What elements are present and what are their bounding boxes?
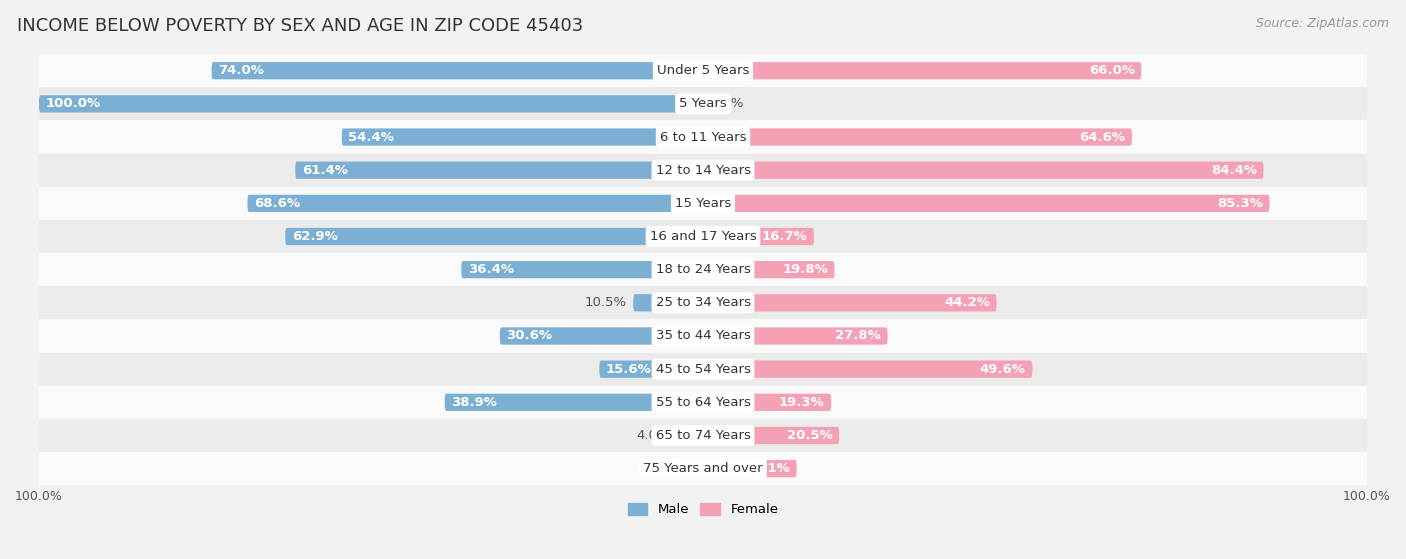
FancyBboxPatch shape xyxy=(686,460,703,477)
Text: 15 Years: 15 Years xyxy=(675,197,731,210)
Text: 55 to 64 Years: 55 to 64 Years xyxy=(655,396,751,409)
Text: Under 5 Years: Under 5 Years xyxy=(657,64,749,77)
Bar xyxy=(39,220,1367,253)
Text: 35 to 44 Years: 35 to 44 Years xyxy=(655,329,751,343)
Text: 75 Years and over: 75 Years and over xyxy=(643,462,763,475)
Text: 20.5%: 20.5% xyxy=(787,429,832,442)
Legend: Male, Female: Male, Female xyxy=(623,498,783,522)
Bar xyxy=(39,87,1367,120)
Text: 100.0%: 100.0% xyxy=(45,97,101,110)
Bar xyxy=(39,253,1367,286)
Text: 49.6%: 49.6% xyxy=(980,363,1026,376)
Text: 5 Years: 5 Years xyxy=(679,97,727,110)
Bar xyxy=(39,386,1367,419)
FancyBboxPatch shape xyxy=(703,195,1270,212)
Bar xyxy=(39,154,1367,187)
Text: 25 to 34 Years: 25 to 34 Years xyxy=(655,296,751,309)
Bar xyxy=(39,353,1367,386)
Bar xyxy=(39,54,1367,87)
FancyBboxPatch shape xyxy=(703,129,1132,146)
Text: 6 to 11 Years: 6 to 11 Years xyxy=(659,131,747,144)
FancyBboxPatch shape xyxy=(295,162,703,179)
FancyBboxPatch shape xyxy=(703,394,831,411)
FancyBboxPatch shape xyxy=(703,261,835,278)
Text: 62.9%: 62.9% xyxy=(292,230,337,243)
Text: 68.6%: 68.6% xyxy=(254,197,299,210)
FancyBboxPatch shape xyxy=(599,361,703,378)
Text: 30.6%: 30.6% xyxy=(506,329,553,343)
FancyBboxPatch shape xyxy=(247,195,703,212)
Text: 15.6%: 15.6% xyxy=(606,363,652,376)
Text: 74.0%: 74.0% xyxy=(218,64,264,77)
FancyBboxPatch shape xyxy=(703,162,1264,179)
Bar xyxy=(39,319,1367,353)
FancyBboxPatch shape xyxy=(211,62,703,79)
Text: 44.2%: 44.2% xyxy=(943,296,990,309)
Bar xyxy=(39,187,1367,220)
Text: 27.8%: 27.8% xyxy=(835,329,882,343)
Text: 38.9%: 38.9% xyxy=(451,396,498,409)
FancyBboxPatch shape xyxy=(703,460,797,477)
FancyBboxPatch shape xyxy=(285,228,703,245)
Text: 4.0%: 4.0% xyxy=(637,429,669,442)
Text: INCOME BELOW POVERTY BY SEX AND AGE IN ZIP CODE 45403: INCOME BELOW POVERTY BY SEX AND AGE IN Z… xyxy=(17,17,583,35)
Text: 10.5%: 10.5% xyxy=(585,296,627,309)
Text: 0.0%: 0.0% xyxy=(710,97,744,110)
FancyBboxPatch shape xyxy=(703,361,1032,378)
Bar xyxy=(39,419,1367,452)
FancyBboxPatch shape xyxy=(444,394,703,411)
Text: 64.6%: 64.6% xyxy=(1080,131,1125,144)
FancyBboxPatch shape xyxy=(499,328,703,344)
Text: 16.7%: 16.7% xyxy=(762,230,807,243)
Text: 84.4%: 84.4% xyxy=(1211,164,1257,177)
FancyBboxPatch shape xyxy=(676,427,703,444)
Text: 16 and 17 Years: 16 and 17 Years xyxy=(650,230,756,243)
Text: 45 to 54 Years: 45 to 54 Years xyxy=(655,363,751,376)
Text: 14.1%: 14.1% xyxy=(744,462,790,475)
Text: Source: ZipAtlas.com: Source: ZipAtlas.com xyxy=(1256,17,1389,30)
FancyBboxPatch shape xyxy=(703,328,887,344)
Text: 12 to 14 Years: 12 to 14 Years xyxy=(655,164,751,177)
FancyBboxPatch shape xyxy=(703,294,997,311)
FancyBboxPatch shape xyxy=(703,228,814,245)
Bar xyxy=(39,452,1367,485)
Text: 54.4%: 54.4% xyxy=(349,131,394,144)
FancyBboxPatch shape xyxy=(703,427,839,444)
Text: 19.8%: 19.8% xyxy=(782,263,828,276)
Bar xyxy=(39,120,1367,154)
Text: 19.3%: 19.3% xyxy=(779,396,824,409)
Text: 36.4%: 36.4% xyxy=(468,263,515,276)
Text: 65 to 74 Years: 65 to 74 Years xyxy=(655,429,751,442)
Text: 61.4%: 61.4% xyxy=(302,164,347,177)
FancyBboxPatch shape xyxy=(633,294,703,311)
Text: 66.0%: 66.0% xyxy=(1088,64,1135,77)
FancyBboxPatch shape xyxy=(461,261,703,278)
Text: 18 to 24 Years: 18 to 24 Years xyxy=(655,263,751,276)
FancyBboxPatch shape xyxy=(342,129,703,146)
FancyBboxPatch shape xyxy=(703,62,1142,79)
FancyBboxPatch shape xyxy=(39,95,703,112)
Bar xyxy=(39,286,1367,319)
Text: 85.3%: 85.3% xyxy=(1218,197,1263,210)
Text: 2.6%: 2.6% xyxy=(645,462,679,475)
